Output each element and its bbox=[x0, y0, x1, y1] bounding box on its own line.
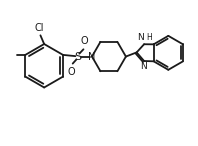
Text: O: O bbox=[81, 36, 88, 46]
Text: H: H bbox=[146, 33, 151, 42]
Text: S: S bbox=[74, 52, 81, 62]
Text: O: O bbox=[68, 67, 75, 77]
Text: N: N bbox=[140, 62, 147, 71]
Text: Cl: Cl bbox=[35, 23, 44, 33]
Text: N: N bbox=[137, 33, 144, 42]
Text: N: N bbox=[88, 52, 96, 62]
